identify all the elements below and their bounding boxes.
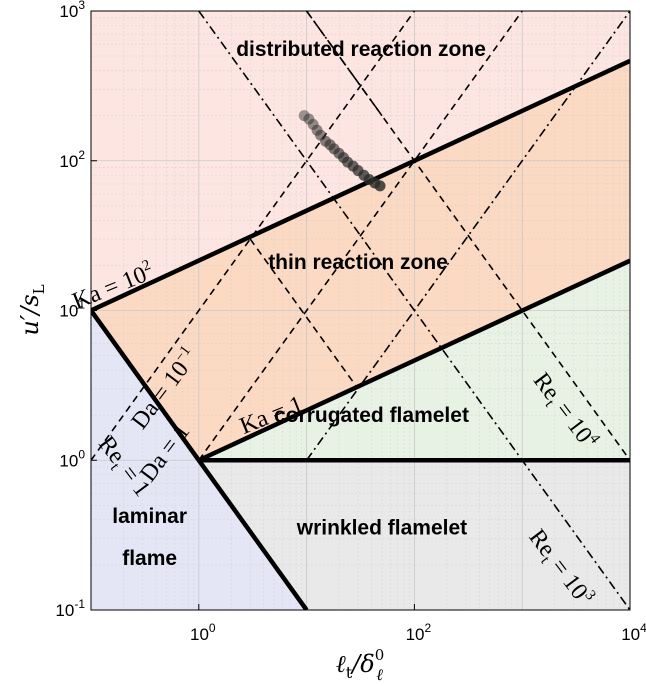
y-axis-label: u′/sL: [16, 284, 48, 335]
region-label: flame: [122, 547, 177, 570]
region-label: thin reaction zone: [268, 251, 448, 274]
tick-label: 104: [621, 621, 646, 644]
ticks-layer: 100 102 104 10-1 100 101 102 103: [55, 0, 646, 644]
tick-label: 100: [59, 447, 85, 470]
tick-label: 10-1: [55, 597, 85, 620]
tick-label: 101: [59, 298, 85, 321]
boundary-line: [91, 58, 630, 313]
region-label: laminar: [112, 505, 187, 528]
tick-label: 102: [59, 148, 85, 171]
lines-layer: [91, 11, 630, 610]
tick-label: 103: [59, 0, 85, 21]
scatter-points: [298, 110, 386, 192]
boundary-line: [197, 258, 630, 463]
scatter-point: [298, 110, 310, 122]
region-label: distributed reaction zone: [236, 38, 486, 61]
tick-label: 100: [190, 621, 216, 644]
boundary-line: [198, 11, 523, 461]
scatter-point: [374, 180, 386, 192]
region-label: corrugated flamelet: [274, 404, 469, 427]
boundary-line: [249, 238, 359, 390]
scatter-point: [303, 113, 315, 125]
axis-labels: ℓt/δ0 ℓ u′/sL: [16, 284, 384, 684]
region-label: wrinkled flamelet: [296, 516, 467, 539]
boundary-line: [305, 11, 630, 461]
x-axis-label: ℓt/δ0 ℓ: [336, 646, 385, 684]
grid-layer: [91, 11, 630, 610]
boundary-line: [305, 11, 383, 117]
boundary-line: [198, 11, 630, 610]
tick-label: 102: [406, 621, 432, 644]
region-laminar-flame: [91, 310, 307, 610]
